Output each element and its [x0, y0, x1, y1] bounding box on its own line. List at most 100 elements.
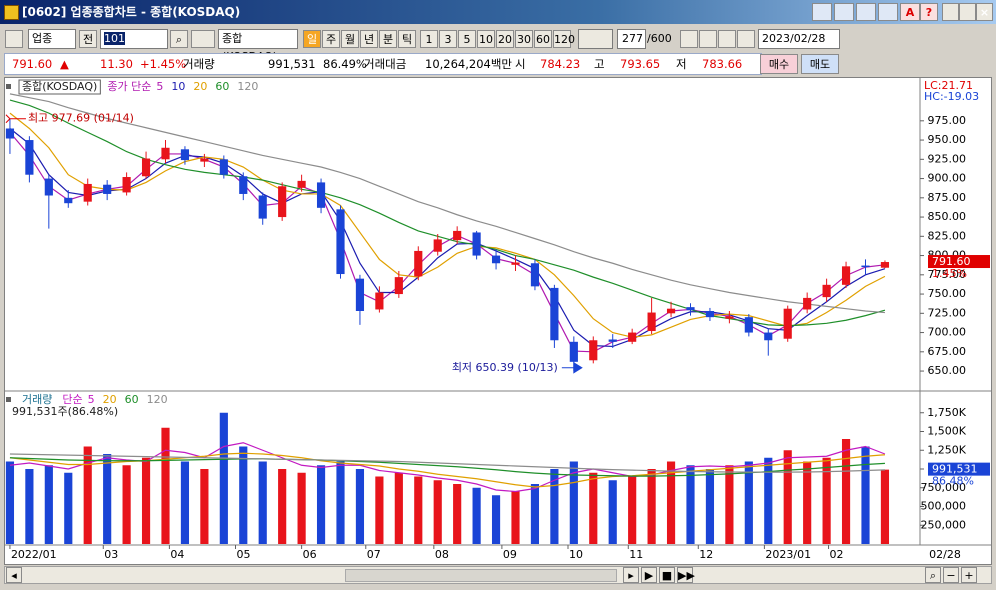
zoom-button[interactable]: ⌕ [925, 567, 941, 583]
volume-bar [83, 446, 92, 544]
font-icon[interactable]: A [900, 3, 920, 21]
volume-bar [316, 465, 326, 544]
tool-icon[interactable] [812, 3, 832, 21]
last-change-label: 1.45% [932, 267, 967, 280]
toolbar-button[interactable]: 60 [534, 30, 552, 48]
x-tick-label: 02 [830, 548, 844, 561]
code-input[interactable]: 101 [100, 29, 168, 49]
toolbar-button[interactable]: 20 [496, 30, 514, 48]
toolbar-button[interactable]: 10 [477, 30, 495, 48]
candle-body [744, 317, 753, 333]
buy-button[interactable]: 매수 [760, 54, 798, 74]
toolbar-button[interactable]: 3 [439, 30, 457, 48]
search-button[interactable]: ⌕ [170, 30, 188, 48]
volume-bar [141, 457, 151, 544]
x-tick-label: 2023/01 [765, 548, 811, 561]
maximize-button[interactable] [959, 3, 976, 21]
quote-label: 거래량 [183, 57, 215, 71]
volume-bar [822, 457, 831, 544]
interval-select[interactable] [578, 29, 613, 49]
volume-bar [725, 465, 734, 544]
quote-volume-pct: 86.49% [323, 57, 367, 71]
toolbar-button[interactable]: 120 [553, 30, 575, 48]
scroll-thumb[interactable] [345, 569, 617, 582]
date-input[interactable]: 2023/02/28 [758, 29, 840, 49]
play-button[interactable]: ▶ [641, 567, 657, 583]
moving-average-line [9, 112, 886, 338]
y-tick-label: 875.00 [928, 191, 967, 204]
candle-body [511, 262, 520, 265]
volume-bar [122, 465, 131, 544]
candle-body [316, 182, 326, 208]
window-title: [0602] 업종종합차트 - 종합(KOSDAQ) [22, 5, 241, 19]
y-tick-label: 1,750K [927, 406, 966, 419]
speaker-button[interactable] [191, 30, 215, 48]
scroll-right[interactable]: ▸ [623, 567, 639, 583]
market-select[interactable]: 업종 [28, 29, 76, 49]
quote-high: 793.65 [620, 57, 661, 71]
y-tick-label: 1,250K [927, 443, 966, 456]
volume-bar [414, 476, 423, 544]
toolbar-button[interactable]: 5 [458, 30, 476, 48]
y-tick-label: 725.00 [928, 306, 967, 319]
volume-bar [666, 461, 676, 544]
toolbar-button[interactable]: 년 [360, 30, 378, 48]
zoom-in[interactable]: + [961, 567, 977, 583]
scrollbar[interactable]: ◂ ▸ ▶ ■ ▶▶ ⌕ − + [4, 566, 992, 584]
legend-entry: 10 [171, 80, 185, 93]
close-button[interactable]: × [976, 3, 993, 21]
candle-body [783, 308, 792, 339]
legend-marker [6, 397, 11, 402]
candle-body [589, 340, 598, 361]
last-price-box [928, 255, 990, 269]
legend-entry: 60 [215, 80, 229, 93]
settings-icon[interactable] [737, 30, 755, 48]
toolbar-button[interactable]: 1 [420, 30, 438, 48]
x-tick-label: 05 [237, 548, 251, 561]
toolbar-button[interactable]: 월 [341, 30, 359, 48]
legend-entry: 5 [156, 80, 163, 93]
quote-change-pct: +1.45% [140, 57, 187, 71]
candle-body [414, 250, 423, 277]
volume-bar [764, 457, 773, 544]
minimize-button[interactable] [942, 3, 959, 21]
quote-low: 783.66 [702, 57, 743, 71]
sell-button[interactable]: 매도 [801, 54, 839, 74]
candle-body [686, 307, 695, 311]
tool-icon[interactable] [856, 3, 876, 21]
volume-bar [433, 480, 442, 544]
candle-body [278, 186, 287, 218]
volume-bar [803, 461, 812, 544]
moving-average-line [9, 93, 885, 314]
volume-bar [375, 476, 384, 544]
candle-body [141, 158, 151, 177]
high-arrow [5, 114, 26, 124]
zoom-out[interactable]: − [943, 567, 959, 583]
volume-bar [200, 469, 209, 544]
tool-icon[interactable] [834, 3, 854, 21]
toolbar-button[interactable]: 일 [303, 30, 321, 48]
toolbar-button[interactable]: 틱 [398, 30, 416, 48]
volume-bar [608, 480, 617, 544]
toolbar-button[interactable]: 30 [515, 30, 533, 48]
help-icon[interactable]: ? [920, 3, 938, 21]
lock-icon[interactable] [5, 30, 23, 48]
stop-button[interactable]: ■ [659, 567, 675, 583]
end-button[interactable]: ▶▶ [677, 567, 695, 583]
toolbar-button[interactable]: 분 [379, 30, 397, 48]
volume-bar [841, 439, 851, 544]
quote-open: 784.23 [540, 57, 581, 71]
scroll-left[interactable]: ◂ [6, 567, 22, 583]
count-input[interactable]: 277 [617, 29, 646, 49]
save-icon[interactable] [718, 30, 736, 48]
all-button[interactable]: 전 [79, 30, 97, 48]
legend-title-box [18, 79, 101, 95]
tool-icon[interactable] [699, 30, 717, 48]
toolbar-button[interactable]: 주 [322, 30, 340, 48]
tool-icon[interactable] [878, 3, 898, 21]
moving-average-line [9, 442, 886, 493]
tool-icon[interactable] [680, 30, 698, 48]
candle-body [880, 262, 890, 268]
y-tick-label: 750.00 [928, 287, 967, 300]
